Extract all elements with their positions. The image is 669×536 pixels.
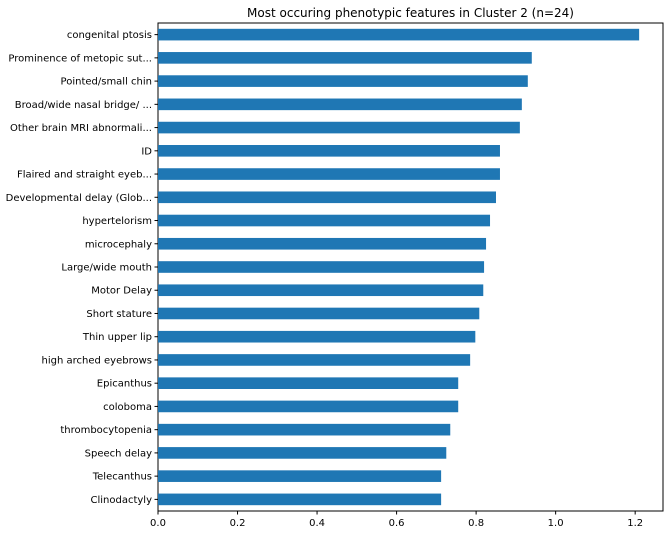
bar — [158, 237, 487, 250]
x-tick-label: 0.4 — [309, 518, 325, 529]
y-tick-label: Flaired and straight eyeb... — [17, 170, 152, 181]
y-tick-label: microcephaly — [85, 239, 152, 250]
bar — [158, 75, 528, 87]
bar — [158, 354, 471, 366]
y-tick-label: hypertelorism — [82, 216, 152, 227]
bar — [158, 330, 476, 343]
bar — [158, 447, 447, 459]
y-tick-label: Broad/wide nasal bridge/ ... — [15, 100, 152, 111]
y-tick-labels: congenital ptosis Prominence of metopic s… — [6, 30, 158, 506]
y-tick-label: Large/wide mouth — [61, 263, 152, 274]
bar — [158, 121, 520, 134]
bar — [158, 52, 532, 64]
y-tick-label: congenital ptosis — [67, 30, 152, 41]
bar — [158, 470, 442, 482]
y-tick-label: Telecanthus — [92, 472, 152, 483]
bar — [158, 423, 451, 436]
bar — [158, 191, 496, 204]
bars-group — [158, 28, 640, 506]
x-tick-label: 1.0 — [548, 518, 564, 529]
bar — [158, 261, 485, 273]
y-tick-label: Speech delay — [85, 448, 152, 459]
y-tick-label: coloboma — [103, 402, 152, 413]
x-tick-label: 0.8 — [468, 518, 484, 529]
bar — [158, 214, 491, 227]
y-tick-label: Other brain MRI abnormali... — [10, 123, 152, 134]
bar — [158, 307, 480, 320]
bar — [158, 284, 484, 297]
x-tick-label: 0.0 — [150, 518, 166, 529]
chart-title: Most occuring phenotypic features in Clu… — [247, 6, 574, 20]
y-tick-label: Developmental delay (Glob... — [6, 193, 152, 204]
y-tick-label: Motor Delay — [91, 286, 152, 297]
y-tick-label: Thin upper lip — [82, 332, 152, 343]
bar — [158, 98, 522, 111]
y-tick-label: ID — [141, 146, 152, 157]
x-tick-labels: 0.0 0.2 0.4 0.6 0.8 1.0 1.2 — [150, 511, 643, 529]
bar — [158, 28, 640, 41]
bar — [158, 400, 459, 413]
x-tick-label: 0.6 — [389, 518, 405, 529]
y-tick-label: Pointed/small chin — [61, 77, 152, 88]
bar — [158, 493, 442, 506]
x-tick-label: 1.2 — [627, 518, 643, 529]
y-tick-label: Prominence of metopic sut... — [8, 53, 152, 64]
y-tick-label: Epicanthus — [97, 379, 152, 390]
y-tick-label: Short stature — [86, 309, 152, 320]
bar — [158, 377, 459, 389]
bar — [158, 145, 500, 157]
y-tick-label: thrombocytopenia — [60, 425, 152, 436]
y-tick-label: high arched eyebrows — [42, 355, 152, 366]
y-tick-label: Clinodactyly — [90, 495, 152, 506]
bar — [158, 168, 500, 180]
x-tick-label: 0.2 — [230, 518, 246, 529]
